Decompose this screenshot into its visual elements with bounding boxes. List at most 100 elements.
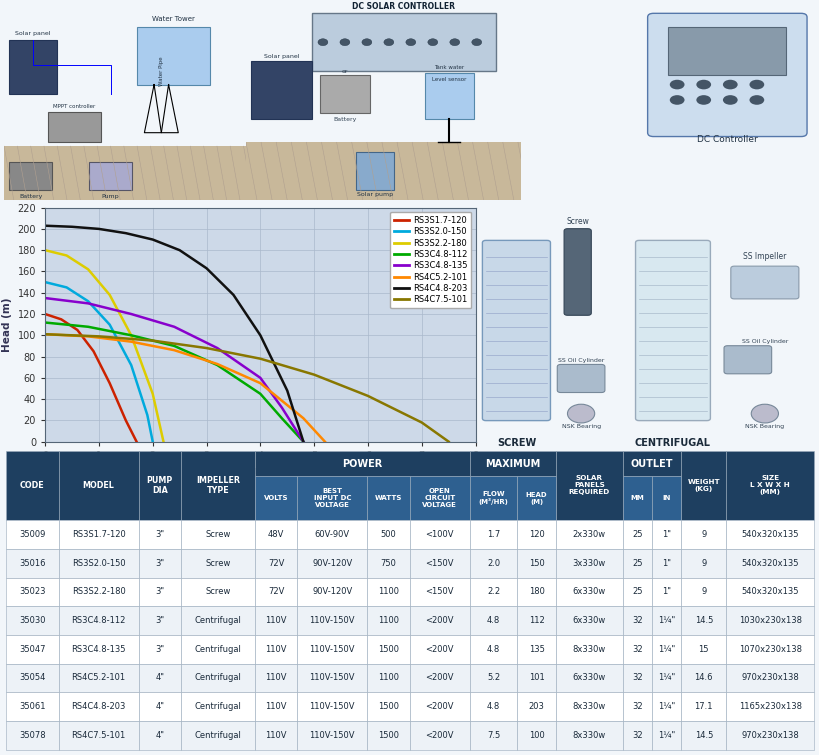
Bar [622,451,681,476]
Bar [555,635,622,664]
Text: VOLTS: VOLTS [264,495,288,501]
Text: Solar panel: Solar panel [16,30,51,35]
Bar [681,664,726,692]
Text: 8x330w: 8x330w [572,645,605,654]
Bar [409,578,469,606]
Bar [469,635,517,664]
Text: 6x330w: 6x330w [572,673,605,683]
Bar [180,692,255,721]
Text: 17.1: 17.1 [694,702,713,711]
Text: 2.2: 2.2 [486,587,500,596]
Bar [180,664,255,692]
Text: 101: 101 [528,673,544,683]
Text: Screw: Screw [205,559,230,568]
Text: 32: 32 [631,616,642,625]
Text: MPPT controller: MPPT controller [53,103,95,109]
Text: 14.5: 14.5 [694,616,712,625]
Text: IMPELLER
TYPE: IMPELLER TYPE [196,476,240,495]
Text: 150: 150 [528,559,544,568]
Bar [138,520,180,549]
Circle shape [450,39,459,45]
Bar [726,635,813,664]
Text: 135: 135 [528,645,544,654]
FancyBboxPatch shape [730,267,798,299]
Text: 110V-150V: 110V-150V [309,645,355,654]
Legend: RS3S1.7-120, RS3S2.0-150, RS3S2.2-180, RS3C4.8-112, RS3C4.8-135, RS4C5.2-101, RS: RS3S1.7-120, RS3S2.0-150, RS3S2.2-180, R… [390,212,471,309]
Text: 540x320x135: 540x320x135 [740,530,798,539]
Text: Battery: Battery [333,117,356,122]
Text: <100V: <100V [425,530,454,539]
Bar [726,520,813,549]
Circle shape [405,39,415,45]
Circle shape [340,39,350,45]
Bar [367,606,409,635]
Text: SS Oil Cylinder: SS Oil Cylinder [557,358,604,363]
Text: RS3S2.0-150: RS3S2.0-150 [72,559,125,568]
Circle shape [471,39,481,45]
Text: 5.2: 5.2 [486,673,500,683]
Bar [255,451,469,476]
Text: 110V-150V: 110V-150V [309,673,355,683]
Bar [424,73,473,119]
Text: 32: 32 [631,673,642,683]
Bar [555,606,622,635]
Bar [622,578,651,606]
Bar [469,520,517,549]
Text: Tank water: Tank water [434,65,464,70]
Text: 8x330w: 8x330w [572,702,605,711]
Text: <150V: <150V [425,587,454,596]
Bar [180,578,255,606]
Circle shape [695,80,710,89]
Bar [255,476,296,520]
Text: CODE: CODE [20,481,44,490]
Bar [367,692,409,721]
Circle shape [722,95,737,105]
Bar [367,520,409,549]
Text: RS4C7.5-101: RS4C7.5-101 [71,731,125,740]
Bar [681,692,726,721]
Text: 7.5: 7.5 [486,731,500,740]
Text: 750: 750 [380,559,396,568]
FancyBboxPatch shape [319,75,369,113]
Text: Water Tower: Water Tower [152,16,195,22]
Text: 1100: 1100 [378,616,399,625]
Text: 180: 180 [528,587,544,596]
Circle shape [695,95,710,105]
Text: 100: 100 [528,731,544,740]
Text: Centrifugal: Centrifugal [194,673,241,683]
Text: 48V: 48V [268,530,284,539]
Bar [296,549,367,578]
Text: 1.7: 1.7 [486,530,500,539]
Text: 32: 32 [631,702,642,711]
Text: 110V-150V: 110V-150V [309,731,355,740]
Text: <200V: <200V [425,645,454,654]
Text: Battery: Battery [19,194,43,199]
Text: 35030: 35030 [19,616,45,625]
Text: 4.8: 4.8 [486,702,500,711]
Circle shape [361,39,371,45]
Text: 110V: 110V [265,731,287,740]
Text: 15: 15 [698,645,708,654]
Bar [367,549,409,578]
Text: NSK Bearing: NSK Bearing [561,424,600,429]
Bar [4,146,246,200]
Bar [622,549,651,578]
Circle shape [749,95,763,105]
Circle shape [750,404,777,423]
Bar [409,549,469,578]
Bar [367,635,409,664]
Text: 4": 4" [155,702,164,711]
Text: OPEN
CIRCUIT
VOLTAGE: OPEN CIRCUIT VOLTAGE [422,488,457,508]
Circle shape [722,80,737,89]
Circle shape [567,404,594,423]
Bar [6,664,58,692]
Bar [622,520,651,549]
Text: 4": 4" [155,673,164,683]
Bar [9,162,52,190]
Bar [726,578,813,606]
Bar [517,635,555,664]
Bar [6,520,58,549]
Bar [409,692,469,721]
Text: HEAD
(M): HEAD (M) [525,492,547,505]
Text: 4.8: 4.8 [486,616,500,625]
